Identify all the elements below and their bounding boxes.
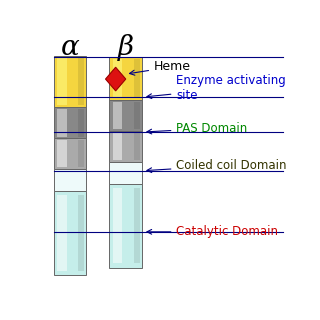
Bar [109,162,142,184]
Bar [109,57,142,100]
Bar [57,195,67,271]
Bar [134,59,140,98]
Text: Enzyme activating
site: Enzyme activating site [147,74,286,102]
Bar [113,188,122,263]
Text: Heme: Heme [130,60,191,75]
Bar [109,131,142,162]
Bar [54,56,86,108]
Text: Coiled coil Domain: Coiled coil Domain [147,159,287,172]
Bar [109,100,142,131]
Bar [113,132,122,160]
Text: Catalytic Domain: Catalytic Domain [147,225,278,238]
Bar [54,138,86,169]
Bar [113,101,122,129]
Bar [78,140,84,167]
Bar [113,59,122,98]
Bar [78,109,84,137]
Bar [57,109,67,137]
Bar [54,191,86,275]
Bar [134,101,140,129]
Bar [109,184,142,268]
Text: α: α [60,34,79,60]
Bar [57,58,67,105]
Bar [134,132,140,160]
Bar [54,108,86,138]
Text: β: β [117,34,133,60]
Bar [78,58,84,105]
Bar [78,195,84,271]
Text: PAS Domain: PAS Domain [147,122,248,135]
Bar [134,188,140,263]
Bar [54,169,86,191]
Bar [57,140,67,167]
Polygon shape [106,67,126,91]
